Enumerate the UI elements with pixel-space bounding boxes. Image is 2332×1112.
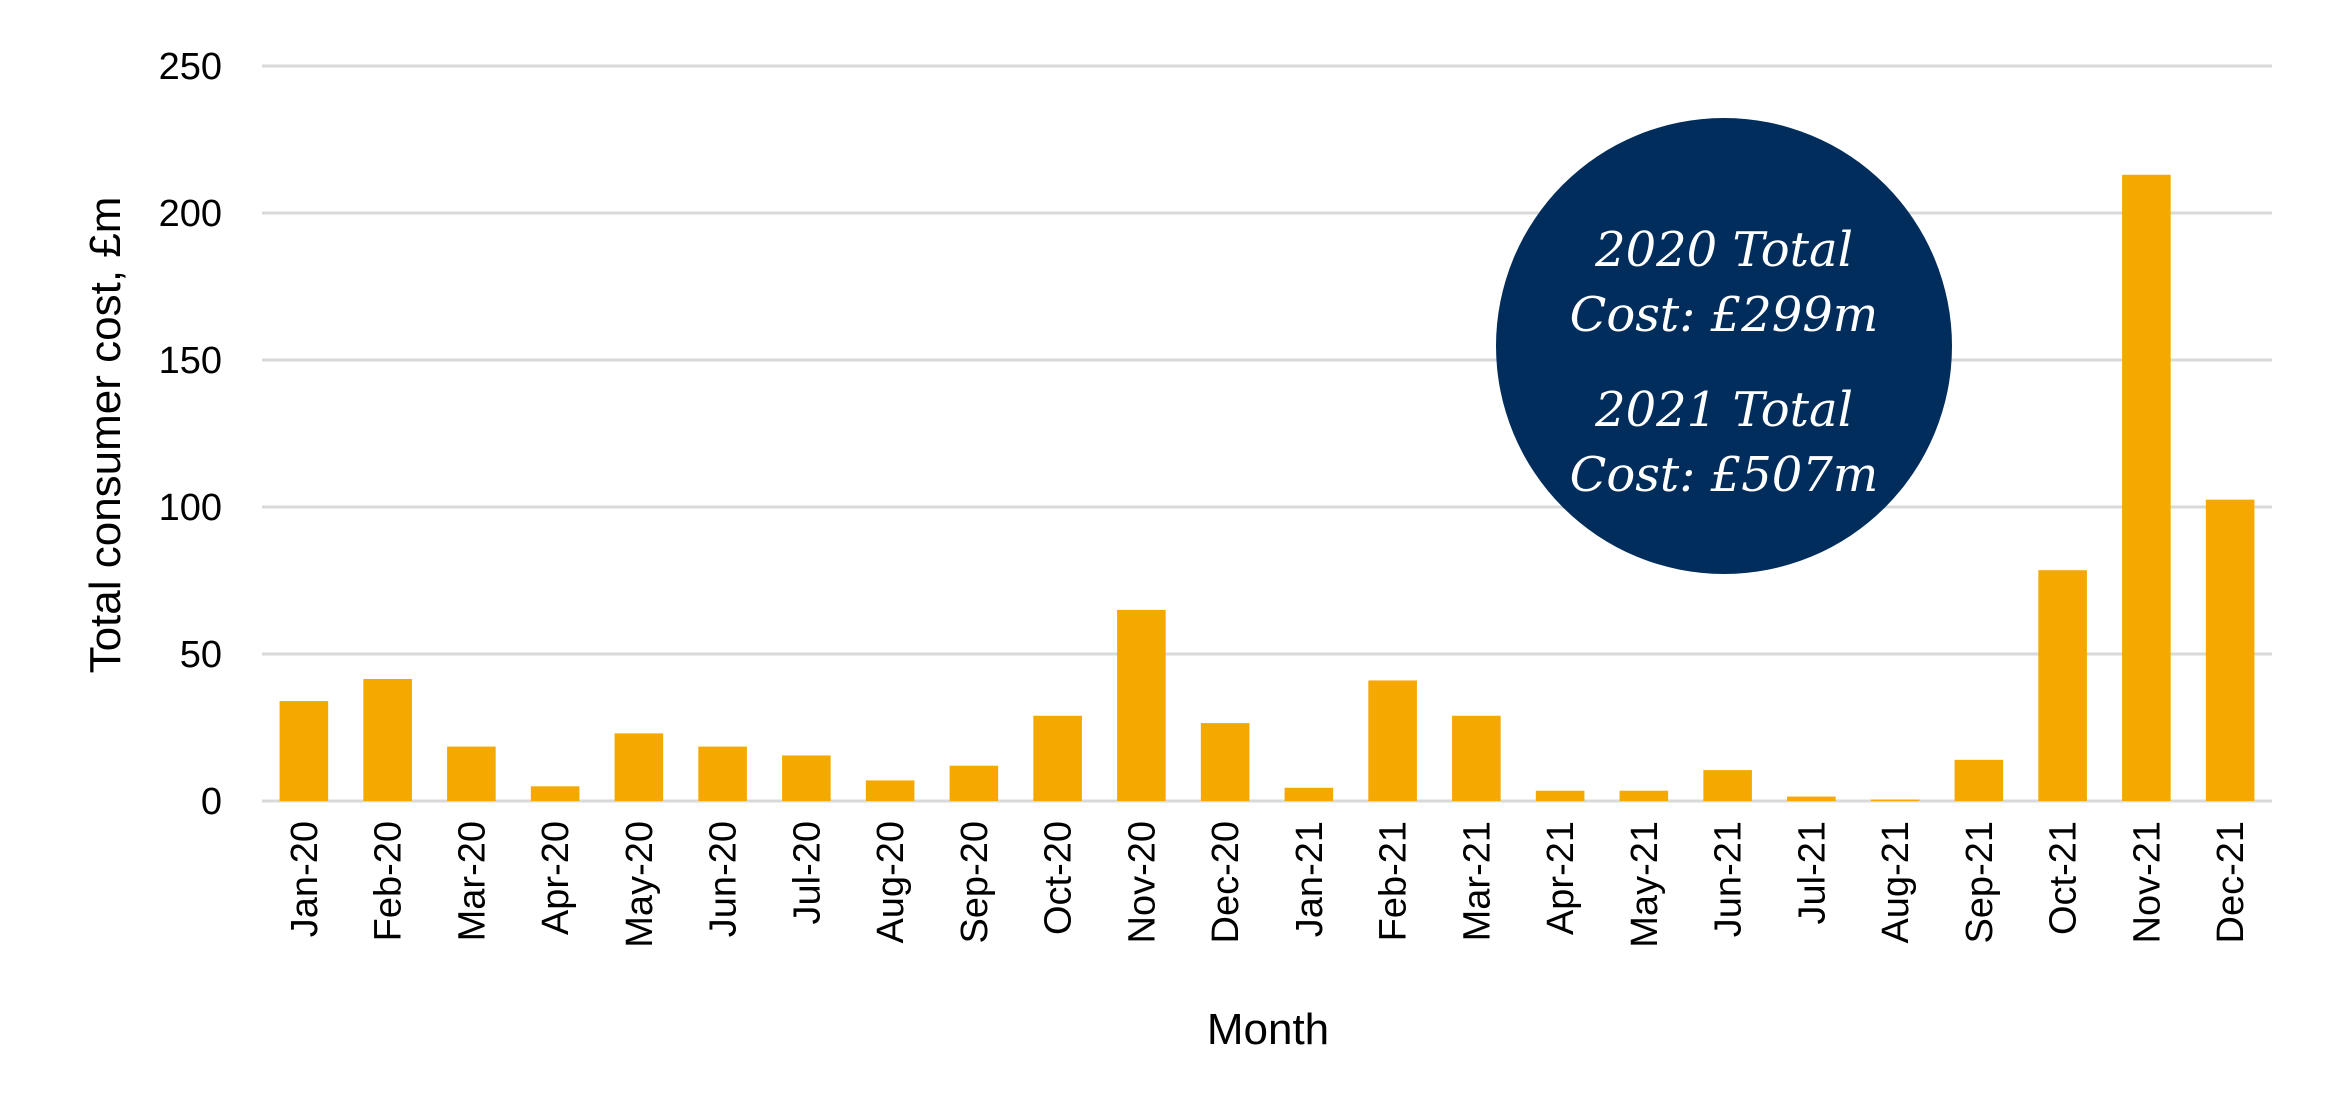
total-cost-annotation: 2020 Total Cost: £299m 2021 Total Cost: … xyxy=(1496,118,1952,574)
x-tick-label: Jun-21 xyxy=(1708,821,1750,937)
bar-aug-20 xyxy=(865,780,915,801)
bar-dec-21 xyxy=(2205,499,2255,801)
x-tick-label: Feb-21 xyxy=(1373,821,1415,941)
annotation-line-4: Cost: £507m xyxy=(1570,447,1879,503)
x-tick-label: Sep-20 xyxy=(954,821,996,944)
bar-feb-21 xyxy=(1368,680,1417,801)
annotation-line-1: 2020 Total xyxy=(1594,222,1853,278)
x-tick-label: Dec-21 xyxy=(2210,821,2252,944)
bar-jan-20 xyxy=(279,701,329,801)
bar-apr-20 xyxy=(530,786,580,801)
x-tick-label: Apr-20 xyxy=(535,821,577,935)
bar-may-21 xyxy=(1619,790,1669,801)
gridlines xyxy=(262,64,2272,803)
x-tick-label: Aug-21 xyxy=(1875,821,1917,944)
x-tick-label: Apr-21 xyxy=(1540,821,1582,935)
x-tick-label: Aug-20 xyxy=(870,821,912,944)
y-tick-label: 50 xyxy=(180,634,222,676)
bar-aug-21 xyxy=(1870,799,1920,801)
x-tick-label: Feb-20 xyxy=(368,821,410,941)
bar-jun-20 xyxy=(698,746,747,801)
bars xyxy=(279,174,2255,801)
bar-dec-20 xyxy=(1200,723,1250,801)
bar-sep-21 xyxy=(1954,759,2004,801)
bar-may-20 xyxy=(614,733,664,801)
bar-nov-21 xyxy=(2122,174,2171,801)
bar-jan-21 xyxy=(1284,787,1334,801)
bar-jun-21 xyxy=(1703,770,1752,801)
bar-apr-21 xyxy=(1535,790,1585,801)
x-tick-label: Jan-21 xyxy=(1289,821,1331,937)
x-tick-label: Mar-20 xyxy=(451,821,493,941)
x-tick-label: Jul-21 xyxy=(1791,821,1833,925)
y-tick-label: 200 xyxy=(159,193,222,235)
annotation-circle xyxy=(1496,118,1952,574)
bar-nov-20 xyxy=(1117,609,1166,801)
bar-mar-20 xyxy=(447,746,496,801)
x-tick-label: Jan-20 xyxy=(284,821,326,937)
x-tick-label: Jul-20 xyxy=(786,821,828,925)
bar-feb-20 xyxy=(363,678,412,801)
y-tick-label: 150 xyxy=(159,340,222,382)
x-tick-label: Mar-21 xyxy=(1456,821,1498,941)
x-tick-label: Dec-20 xyxy=(1205,821,1247,944)
x-tick-label: Oct-21 xyxy=(2043,821,2085,935)
y-tick-labels: 0 50 100 150 200 250 xyxy=(159,46,222,823)
x-tick-label: Oct-20 xyxy=(1038,821,1080,935)
x-tick-label: May-21 xyxy=(1624,821,1666,948)
annotation-line-3: 2021 Total xyxy=(1594,382,1853,438)
y-tick-label: 100 xyxy=(159,487,222,529)
y-tick-label: 250 xyxy=(159,46,222,88)
bar-mar-21 xyxy=(1452,715,1501,801)
y-axis-title: Total consumer cost, £m xyxy=(81,197,130,674)
x-tick-labels: Jan-20 Feb-20 Mar-20 Apr-20 May-20 Jun-20 Jul-… xyxy=(284,821,2252,948)
bar-oct-21 xyxy=(2038,570,2087,801)
y-tick-label: 0 xyxy=(201,781,222,823)
x-tick-label: May-20 xyxy=(619,821,661,948)
bar-oct-20 xyxy=(1033,715,1082,801)
x-tick-label: Sep-21 xyxy=(1959,821,2001,944)
x-axis-title: Month xyxy=(1207,1005,1329,1054)
x-tick-label: Jun-20 xyxy=(703,821,745,937)
bar-jul-21 xyxy=(1787,796,1836,801)
bar-jul-20 xyxy=(782,755,831,801)
x-tick-label: Nov-20 xyxy=(1121,821,1163,944)
annotation-line-2: Cost: £299m xyxy=(1570,287,1879,343)
x-tick-label: Nov-21 xyxy=(2126,821,2168,944)
bar-sep-20 xyxy=(949,765,999,801)
